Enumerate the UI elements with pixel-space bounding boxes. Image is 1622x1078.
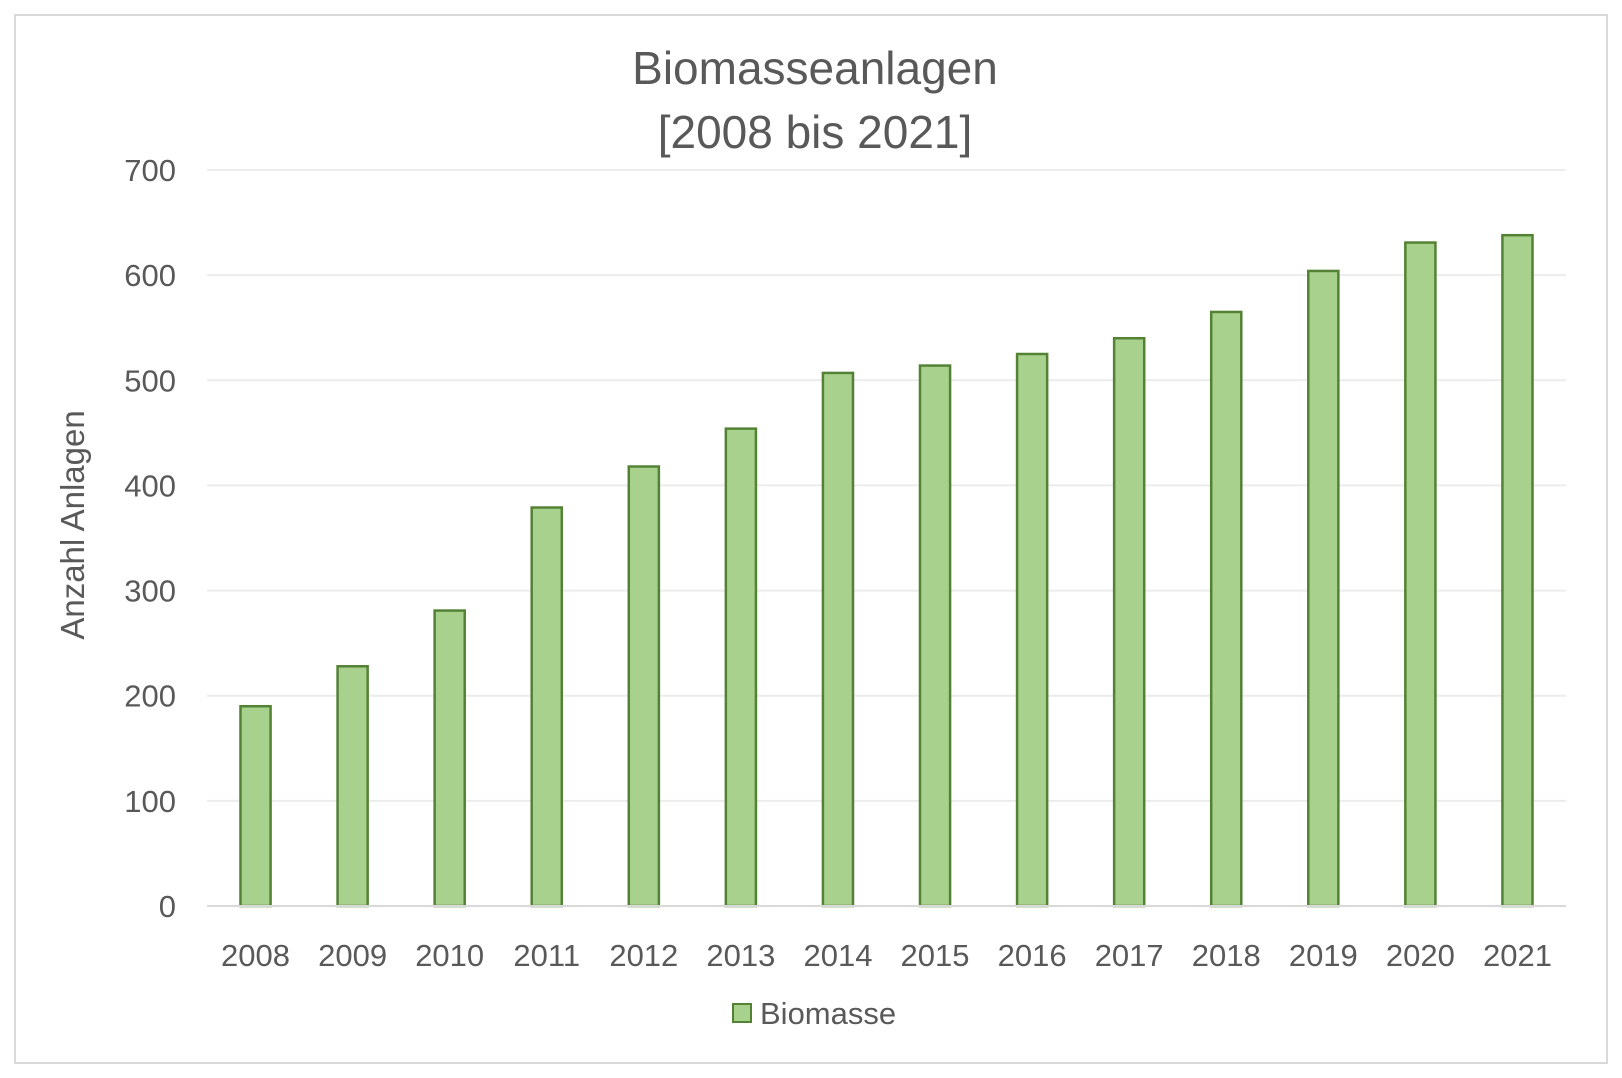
bar-2021[interactable] [1501, 233, 1534, 908]
legend-label-biomasse[interactable]: Biomasse [760, 996, 896, 1031]
bar-2015[interactable] [918, 364, 952, 908]
chart-title-line-2: [2008 bis 2021] [658, 106, 973, 158]
bar-2018[interactable] [1209, 310, 1243, 908]
bar-2009[interactable] [336, 665, 369, 908]
x-tick-label-2018: 2018 [1192, 938, 1261, 973]
y-tick-label: 500 [124, 363, 176, 398]
x-tick-label-2019: 2019 [1289, 938, 1358, 973]
chart-frame [14, 14, 1608, 1064]
chart-title-line-1: Biomasseanlagen [632, 42, 998, 94]
x-tick-label-2010: 2010 [415, 938, 484, 973]
bar-2020[interactable] [1404, 241, 1437, 908]
x-tick-label-2012: 2012 [609, 938, 678, 973]
y-tick-label: 200 [124, 679, 176, 714]
bar-2014[interactable] [821, 371, 855, 908]
bar-2010[interactable] [433, 609, 466, 908]
y-tick-label: 100 [124, 784, 176, 819]
bar-2017[interactable] [1112, 336, 1146, 908]
bar-2008[interactable] [239, 704, 272, 908]
bars [239, 233, 1534, 908]
bar-2012[interactable] [627, 465, 661, 908]
x-tick-label-2021: 2021 [1483, 938, 1552, 973]
y-axis-title: Anzahl Anlagen [54, 410, 91, 639]
y-tick-label: 0 [159, 889, 176, 924]
x-tick-label-2020: 2020 [1386, 938, 1455, 973]
y-tick-label: 600 [124, 258, 176, 293]
y-axis-tick-labels: 0 100 200 300 400 500 600 700 [124, 153, 176, 924]
y-tick-label: 400 [124, 468, 176, 503]
x-tick-label-2011: 2011 [513, 938, 580, 973]
bar-2019[interactable] [1307, 269, 1340, 908]
gridlines [207, 169, 1566, 802]
bar-2011[interactable] [530, 506, 564, 908]
y-tick-label: 300 [124, 574, 176, 609]
x-tick-label-2013: 2013 [706, 938, 775, 973]
x-tick-label-2015: 2015 [901, 938, 970, 973]
x-tick-label-2008: 2008 [221, 938, 290, 973]
y-tick-label: 700 [124, 153, 176, 188]
legend-swatch-biomasse[interactable] [732, 1003, 752, 1023]
x-tick-label-2009: 2009 [318, 938, 387, 973]
bar-2016[interactable] [1015, 352, 1049, 908]
bar-2013[interactable] [724, 427, 758, 908]
x-tick-label-2016: 2016 [998, 938, 1067, 973]
x-tick-label-2017: 2017 [1095, 938, 1164, 973]
x-tick-label-2014: 2014 [803, 938, 872, 973]
x-axis-tick-labels: 2008 2009 2010 2011 2012 2013 2014 2015 2016 2017… [221, 938, 1552, 973]
